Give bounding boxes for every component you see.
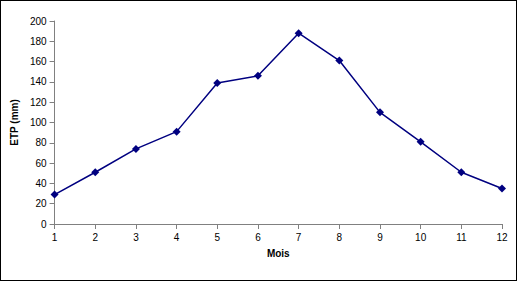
svg-text:140: 140 [30,76,47,87]
svg-text:11: 11 [456,232,467,243]
svg-text:40: 40 [35,178,47,189]
svg-text:3: 3 [133,232,139,243]
svg-text:20: 20 [35,198,47,209]
svg-text:Mois: Mois [267,248,290,259]
svg-text:6: 6 [255,232,261,243]
svg-text:120: 120 [30,97,47,108]
svg-text:100: 100 [30,117,47,128]
svg-text:180: 180 [30,36,47,47]
svg-text:ETP (mm): ETP (mm) [9,99,20,146]
svg-text:12: 12 [496,232,508,243]
svg-text:9: 9 [377,232,383,243]
svg-text:10: 10 [415,232,427,243]
svg-text:8: 8 [337,232,343,243]
svg-text:80: 80 [35,137,47,148]
svg-text:2: 2 [92,232,98,243]
svg-text:60: 60 [35,158,47,169]
svg-text:0: 0 [41,219,47,230]
svg-text:1: 1 [52,232,58,243]
svg-text:200: 200 [30,16,47,27]
svg-text:7: 7 [296,232,302,243]
svg-text:5: 5 [214,232,220,243]
svg-text:160: 160 [30,56,47,67]
svg-text:4: 4 [174,232,180,243]
